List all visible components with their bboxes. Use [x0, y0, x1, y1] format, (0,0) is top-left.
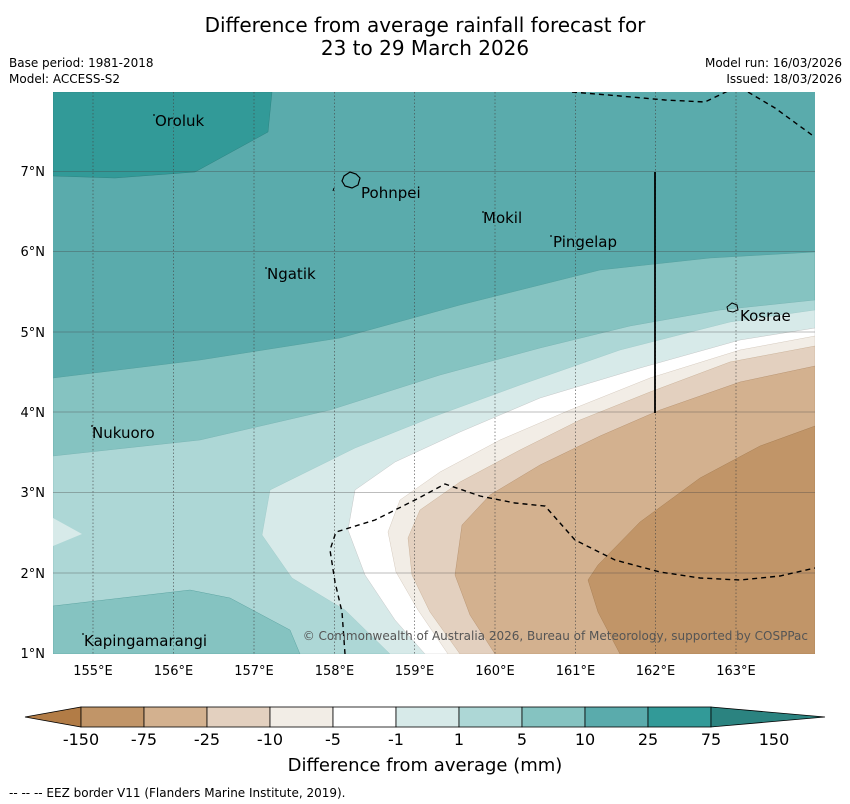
colorbar-label: -5 — [325, 730, 341, 749]
eez-borders — [329, 92, 815, 654]
colorbar-label: 25 — [638, 730, 658, 749]
colorbar-label: -75 — [131, 730, 157, 749]
colorbar-label: -10 — [257, 730, 283, 749]
model-name: Model: ACCESS-S2 — [9, 72, 121, 86]
title-line-2: 23 to 29 March 2026 — [320, 36, 530, 60]
colorbar-swatch — [458, 706, 523, 728]
colorbar-swatch — [647, 706, 712, 728]
latitude-lines — [53, 171, 815, 574]
lon-label: 158°E — [315, 664, 355, 679]
kosrae-outline — [726, 302, 739, 313]
model-run: Model run: 16/03/2026 — [704, 56, 842, 70]
meta-right: Model run: 16/03/2026 Issued: 18/03/2026 — [705, 55, 842, 87]
base-period: Base period: 1981-2018 — [9, 56, 154, 70]
colorbar-label: -25 — [194, 730, 220, 749]
latitude-labels: 7°N 6°N 5°N 4°N 3°N 2°N 1°N — [21, 165, 46, 662]
oroluk-marker — [153, 114, 155, 116]
place-labels: Oroluk Pohnpei Mokil Pingelap Ngatik Kos… — [84, 112, 791, 650]
label-mokil: Mokil — [483, 209, 522, 227]
colorbar-extend-low — [24, 706, 82, 728]
islands — [82, 114, 739, 635]
lon-label: 155°E — [73, 664, 113, 679]
lat-label: 5°N — [21, 326, 46, 341]
colorbar-extend-high — [710, 706, 826, 728]
lat-label: 1°N — [21, 647, 46, 662]
colorbar-label: 150 — [759, 730, 790, 749]
label-kapingamarangi: Kapingamarangi — [84, 632, 207, 650]
band-minus-25-75 — [587, 425, 815, 654]
lon-label: 157°E — [234, 664, 274, 679]
label-pingelap: Pingelap — [553, 233, 617, 251]
meta-left: Base period: 1981-2018 Model: ACCESS-S2 — [9, 55, 154, 87]
label-oroluk: Oroluk — [155, 112, 204, 130]
band-1-5-west — [53, 518, 82, 546]
lon-label: 163°E — [716, 664, 756, 679]
colorbar: -150 -75 -25 -10 -5 -1 1 5 10 25 75 150 — [24, 706, 826, 749]
colorbar-title: Difference from average (mm) — [287, 755, 563, 776]
title-line-1: Difference from average rainfall forecas… — [204, 13, 646, 37]
colorbar-label: 75 — [701, 730, 721, 749]
longitude-labels: 155°E 156°E 157°E 158°E 159°E 160°E 161°… — [73, 664, 756, 679]
band-75-150 — [53, 92, 273, 179]
lon-label: 156°E — [154, 664, 194, 679]
colorbar-label: 1 — [454, 730, 464, 749]
colorbar-swatch — [206, 706, 271, 728]
rainfall-contours — [53, 92, 815, 654]
mokil-marker — [482, 211, 484, 213]
pingelap-marker — [550, 235, 552, 237]
colorbar-swatch — [269, 706, 334, 728]
colorbar-swatch — [80, 706, 145, 728]
colorbar-label: -150 — [63, 730, 99, 749]
label-pohnpei: Pohnpei — [361, 184, 421, 202]
map-title: Difference from average rainfall forecas… — [0, 14, 850, 60]
colorbar-label: 10 — [575, 730, 595, 749]
label-ngatik: Ngatik — [267, 265, 316, 283]
lon-label: 161°E — [556, 664, 596, 679]
nukuoro-marker — [91, 425, 93, 427]
pohnpei-outline — [341, 171, 361, 189]
ngatik-marker — [265, 267, 267, 269]
ant-atoll-mark — [332, 187, 335, 192]
label-nukuoro: Nukuoro — [92, 424, 155, 442]
lat-label: 3°N — [21, 486, 46, 501]
eez-note: -- -- -- EEZ border V11 (Flanders Marine… — [9, 786, 346, 800]
colorbar-label: 5 — [517, 730, 527, 749]
issued-date: Issued: 18/03/2026 — [726, 72, 842, 86]
lat-label: 4°N — [21, 406, 46, 421]
label-kosrae: Kosrae — [740, 307, 791, 325]
colorbar-swatch — [584, 706, 649, 728]
colorbar-swatch — [332, 706, 397, 728]
colorbar-swatch — [143, 706, 208, 728]
lat-label: 2°N — [21, 567, 46, 582]
lat-label: 6°N — [21, 245, 46, 260]
colorbar-swatch — [521, 706, 586, 728]
lon-label: 160°E — [475, 664, 515, 679]
colorbar-swatch — [395, 706, 460, 728]
band-10-25-south — [53, 589, 301, 654]
colorbar-label: -1 — [388, 730, 404, 749]
lon-label: 159°E — [395, 664, 435, 679]
kapingamarangi-marker — [82, 633, 84, 635]
lon-label: 162°E — [636, 664, 676, 679]
copyright-notice: © Commonwealth of Australia 2026, Bureau… — [303, 629, 808, 643]
lat-label: 7°N — [21, 165, 46, 180]
